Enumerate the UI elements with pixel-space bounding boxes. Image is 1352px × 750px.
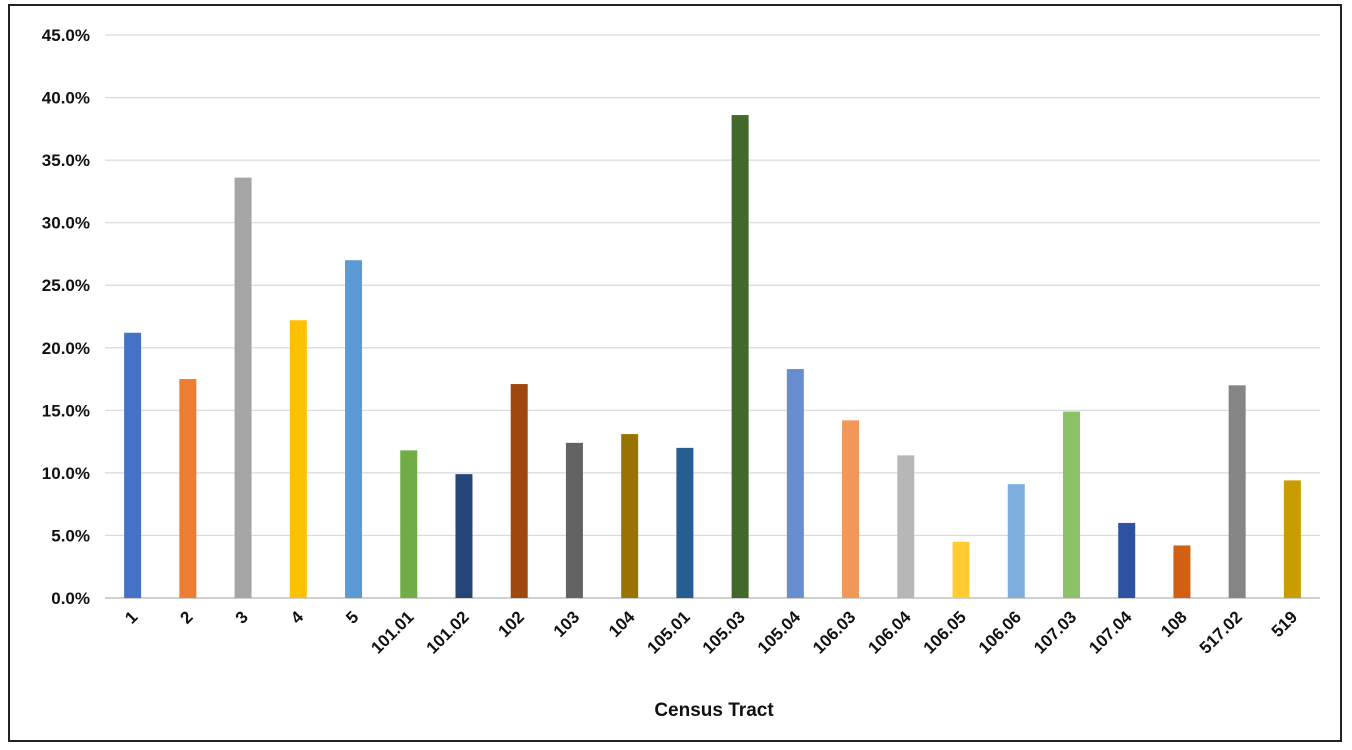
x-tick-label: 519 — [1268, 607, 1301, 640]
bar-105.03 — [731, 115, 749, 599]
x-tick-label: 101.01 — [367, 607, 417, 657]
x-tick-label: 106.06 — [975, 607, 1025, 657]
x-tick-label: 106.03 — [809, 607, 859, 657]
x-tick-label: 2 — [177, 607, 197, 627]
bar-3 — [234, 177, 252, 599]
bar-107.04 — [1118, 522, 1136, 598]
y-tick-label: 0.0% — [51, 589, 90, 608]
x-tick-label: 1 — [121, 607, 141, 627]
bar-1 — [124, 332, 142, 598]
bar-103 — [565, 442, 583, 598]
x-tick-label: 105.03 — [699, 607, 749, 657]
bar-106.04 — [897, 455, 915, 598]
x-axis-ticks: 1 2 3 4 5 101.01 101.02 102 103 104 105.01 105.03 10… — [121, 607, 1301, 658]
x-tick-label: 3 — [232, 607, 252, 627]
x-tick-label: 101.02 — [423, 607, 473, 657]
x-tick-label: 517.02 — [1196, 607, 1246, 657]
bar-519 — [1283, 480, 1301, 598]
y-tick-label: 40.0% — [42, 89, 90, 108]
y-tick-label: 45.0% — [42, 26, 90, 45]
bar-101.01 — [400, 450, 418, 598]
bars — [124, 115, 1301, 599]
x-tick-label: 103 — [550, 607, 583, 640]
x-tick-label: 106.05 — [920, 607, 970, 657]
x-tick-label: 107.03 — [1030, 607, 1080, 657]
y-tick-label: 15.0% — [42, 401, 90, 420]
x-tick-label: 5 — [342, 607, 362, 627]
y-tick-label: 5.0% — [51, 526, 90, 545]
bar-102 — [510, 384, 528, 598]
y-tick-label: 25.0% — [42, 276, 90, 295]
x-tick-label: 104 — [605, 607, 639, 641]
bar-106.05 — [952, 541, 970, 598]
x-tick-label: 108 — [1157, 607, 1190, 640]
x-tick-label: 105.04 — [754, 607, 805, 658]
y-tick-label: 30.0% — [42, 214, 90, 233]
bar-105.04 — [786, 369, 804, 598]
bar-2 — [179, 379, 197, 598]
y-axis-ticks: 0.0% 5.0% 10.0% 15.0% 20.0% 25.0% 30.0% 35.0% 40… — [42, 26, 90, 608]
bar-517.02 — [1228, 385, 1246, 598]
y-tick-label: 10.0% — [42, 464, 90, 483]
bar-107.03 — [1062, 411, 1080, 598]
bar-108 — [1173, 545, 1191, 598]
x-axis-title: Census Tract — [654, 700, 774, 721]
chart-frame — [8, 4, 1342, 742]
bar-5 — [345, 260, 363, 598]
bar-106.03 — [842, 420, 860, 598]
y-tick-label: 20.0% — [42, 339, 90, 358]
x-tick-label: 4 — [287, 607, 308, 628]
bar-101.02 — [455, 474, 473, 598]
y-tick-label: 35.0% — [42, 151, 90, 170]
x-tick-label: 106.04 — [864, 607, 915, 658]
bar-104 — [621, 434, 639, 598]
x-tick-label: 105.01 — [644, 607, 694, 657]
bar-106.06 — [1007, 484, 1025, 598]
bar-4 — [289, 320, 307, 598]
x-tick-label: 102 — [495, 607, 528, 640]
gridlines — [105, 34, 1320, 599]
x-tick-label: 107.04 — [1085, 607, 1136, 658]
bar-105.01 — [676, 447, 694, 598]
